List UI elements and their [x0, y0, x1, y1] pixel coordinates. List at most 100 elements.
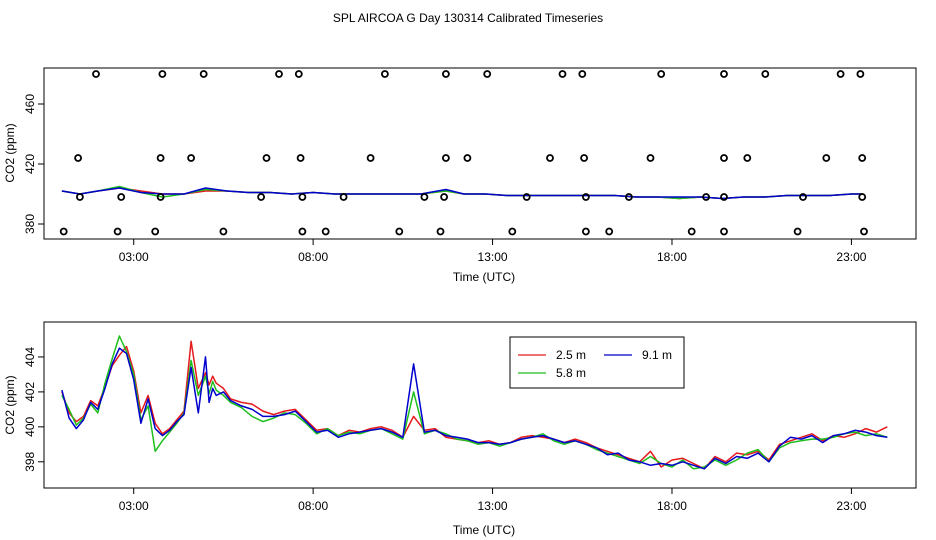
bottom-x-axis: 03:00 08:00 13:00 18:00 23:00 — [119, 488, 867, 513]
top-y-axis: 380 420 460 — [23, 94, 44, 234]
top-x-tick-label: 08:00 — [298, 250, 328, 264]
reference-point — [580, 154, 588, 162]
top-x-tick-label: 13:00 — [478, 250, 508, 264]
reference-point — [436, 227, 445, 236]
bottom-y-axis: 398 400 402 404 — [23, 347, 44, 472]
reference-point — [440, 193, 449, 201]
top-x-tick-label: 23:00 — [836, 250, 866, 264]
reference-point — [578, 70, 587, 78]
reference-point — [856, 70, 865, 78]
bottom-y-tick-label: 404 — [23, 347, 37, 367]
bottom-panel: 03:00 08:00 13:00 18:00 23:00 398 400 402 404 T… — [3, 321, 917, 537]
bottom-y-tick-label: 400 — [23, 417, 37, 437]
reference-point — [720, 193, 728, 201]
reference-point — [761, 70, 770, 78]
bottom-series-group — [61, 335, 888, 470]
reference-point — [522, 193, 531, 201]
reference-point — [582, 193, 590, 201]
legend-label-2-5m: 2.5 m — [556, 348, 586, 362]
bottom-y-tick-label: 398 — [23, 451, 37, 471]
reference-point — [799, 193, 807, 201]
top-y-tick-label: 380 — [23, 214, 37, 234]
reference-point — [366, 154, 375, 162]
reference-point — [836, 70, 845, 78]
top-x-axis: 03:00 08:00 13:00 18:00 23:00 — [119, 239, 867, 264]
reference-point — [720, 70, 728, 78]
reference-point — [860, 227, 868, 236]
reference-point — [646, 154, 655, 162]
legend-box — [509, 336, 685, 389]
bottom-series-line-5-8-m — [61, 335, 888, 470]
reference-point — [76, 193, 84, 201]
top-x-tick-label: 18:00 — [657, 250, 687, 264]
reference-point — [395, 227, 404, 236]
bottom-x-tick-label: 03:00 — [119, 499, 149, 513]
reference-point — [858, 193, 867, 201]
reference-point — [720, 154, 728, 162]
top-y-tick-label: 420 — [23, 154, 37, 174]
reference-point — [275, 70, 283, 78]
reference-point — [296, 154, 305, 162]
reference-point — [687, 227, 696, 236]
top-series-group — [61, 185, 863, 200]
bottom-x-tick-label: 08:00 — [298, 499, 328, 513]
top-x-tick-label: 03:00 — [119, 250, 149, 264]
reference-point — [199, 70, 208, 78]
top-reference-points — [59, 70, 868, 236]
reference-point — [298, 193, 307, 201]
reference-point — [858, 154, 867, 162]
reference-point — [298, 227, 307, 236]
reference-point — [158, 70, 167, 78]
reference-point — [558, 70, 567, 78]
bottom-series-line-9-1-m — [61, 347, 888, 470]
reference-point — [822, 154, 831, 162]
reference-point — [74, 154, 82, 162]
reference-point — [657, 70, 666, 78]
top-series-line-9-1-m — [61, 187, 863, 200]
bottom-x-tick-label: 13:00 — [478, 499, 508, 513]
bottom-plot-frame — [43, 321, 917, 489]
reference-point — [219, 227, 228, 236]
reference-point — [294, 70, 303, 78]
reference-point — [441, 154, 450, 162]
top-x-axis-label: Time (UTC) — [453, 270, 515, 284]
bottom-x-tick-label: 18:00 — [657, 499, 687, 513]
reference-point — [262, 154, 271, 162]
reference-point — [483, 70, 492, 78]
reference-point — [113, 227, 122, 236]
reference-point — [156, 193, 165, 201]
reference-point — [257, 193, 266, 201]
bottom-y-tick-label: 402 — [23, 382, 37, 402]
reference-point — [793, 227, 802, 236]
reference-point — [380, 70, 389, 78]
reference-point — [321, 227, 330, 236]
reference-point — [625, 193, 633, 201]
reference-point — [339, 193, 348, 201]
reference-point — [508, 227, 517, 236]
reference-point — [582, 227, 590, 236]
top-y-tick-label: 460 — [23, 94, 37, 114]
reference-point — [463, 154, 472, 162]
bottom-x-axis-label: Time (UTC) — [453, 523, 515, 537]
reference-point — [187, 154, 196, 162]
legend-label-9-1m: 9.1 m — [642, 348, 672, 362]
bottom-y-axis-label: CO2 (ppm) — [3, 375, 17, 434]
reference-point — [92, 70, 100, 78]
reference-point — [156, 154, 165, 162]
reference-point — [151, 227, 160, 236]
reference-point — [702, 193, 710, 201]
top-plot-frame — [43, 67, 917, 240]
reference-point — [720, 227, 728, 236]
top-y-axis-label: CO2 (ppm) — [3, 123, 17, 182]
reference-point — [420, 193, 429, 201]
reference-point — [59, 227, 68, 236]
reference-point — [605, 227, 614, 236]
top-panel: 03:00 08:00 13:00 18:00 23:00 380 420 460 Time… — [3, 67, 917, 284]
reference-point — [546, 154, 554, 162]
reference-point — [117, 193, 126, 201]
chart-title: SPL AIRCOA G Day 130314 Calibrated Times… — [333, 11, 603, 25]
legend: 2.5 m 5.8 m 9.1 m — [509, 336, 685, 389]
legend-label-5-8m: 5.8 m — [556, 366, 586, 380]
